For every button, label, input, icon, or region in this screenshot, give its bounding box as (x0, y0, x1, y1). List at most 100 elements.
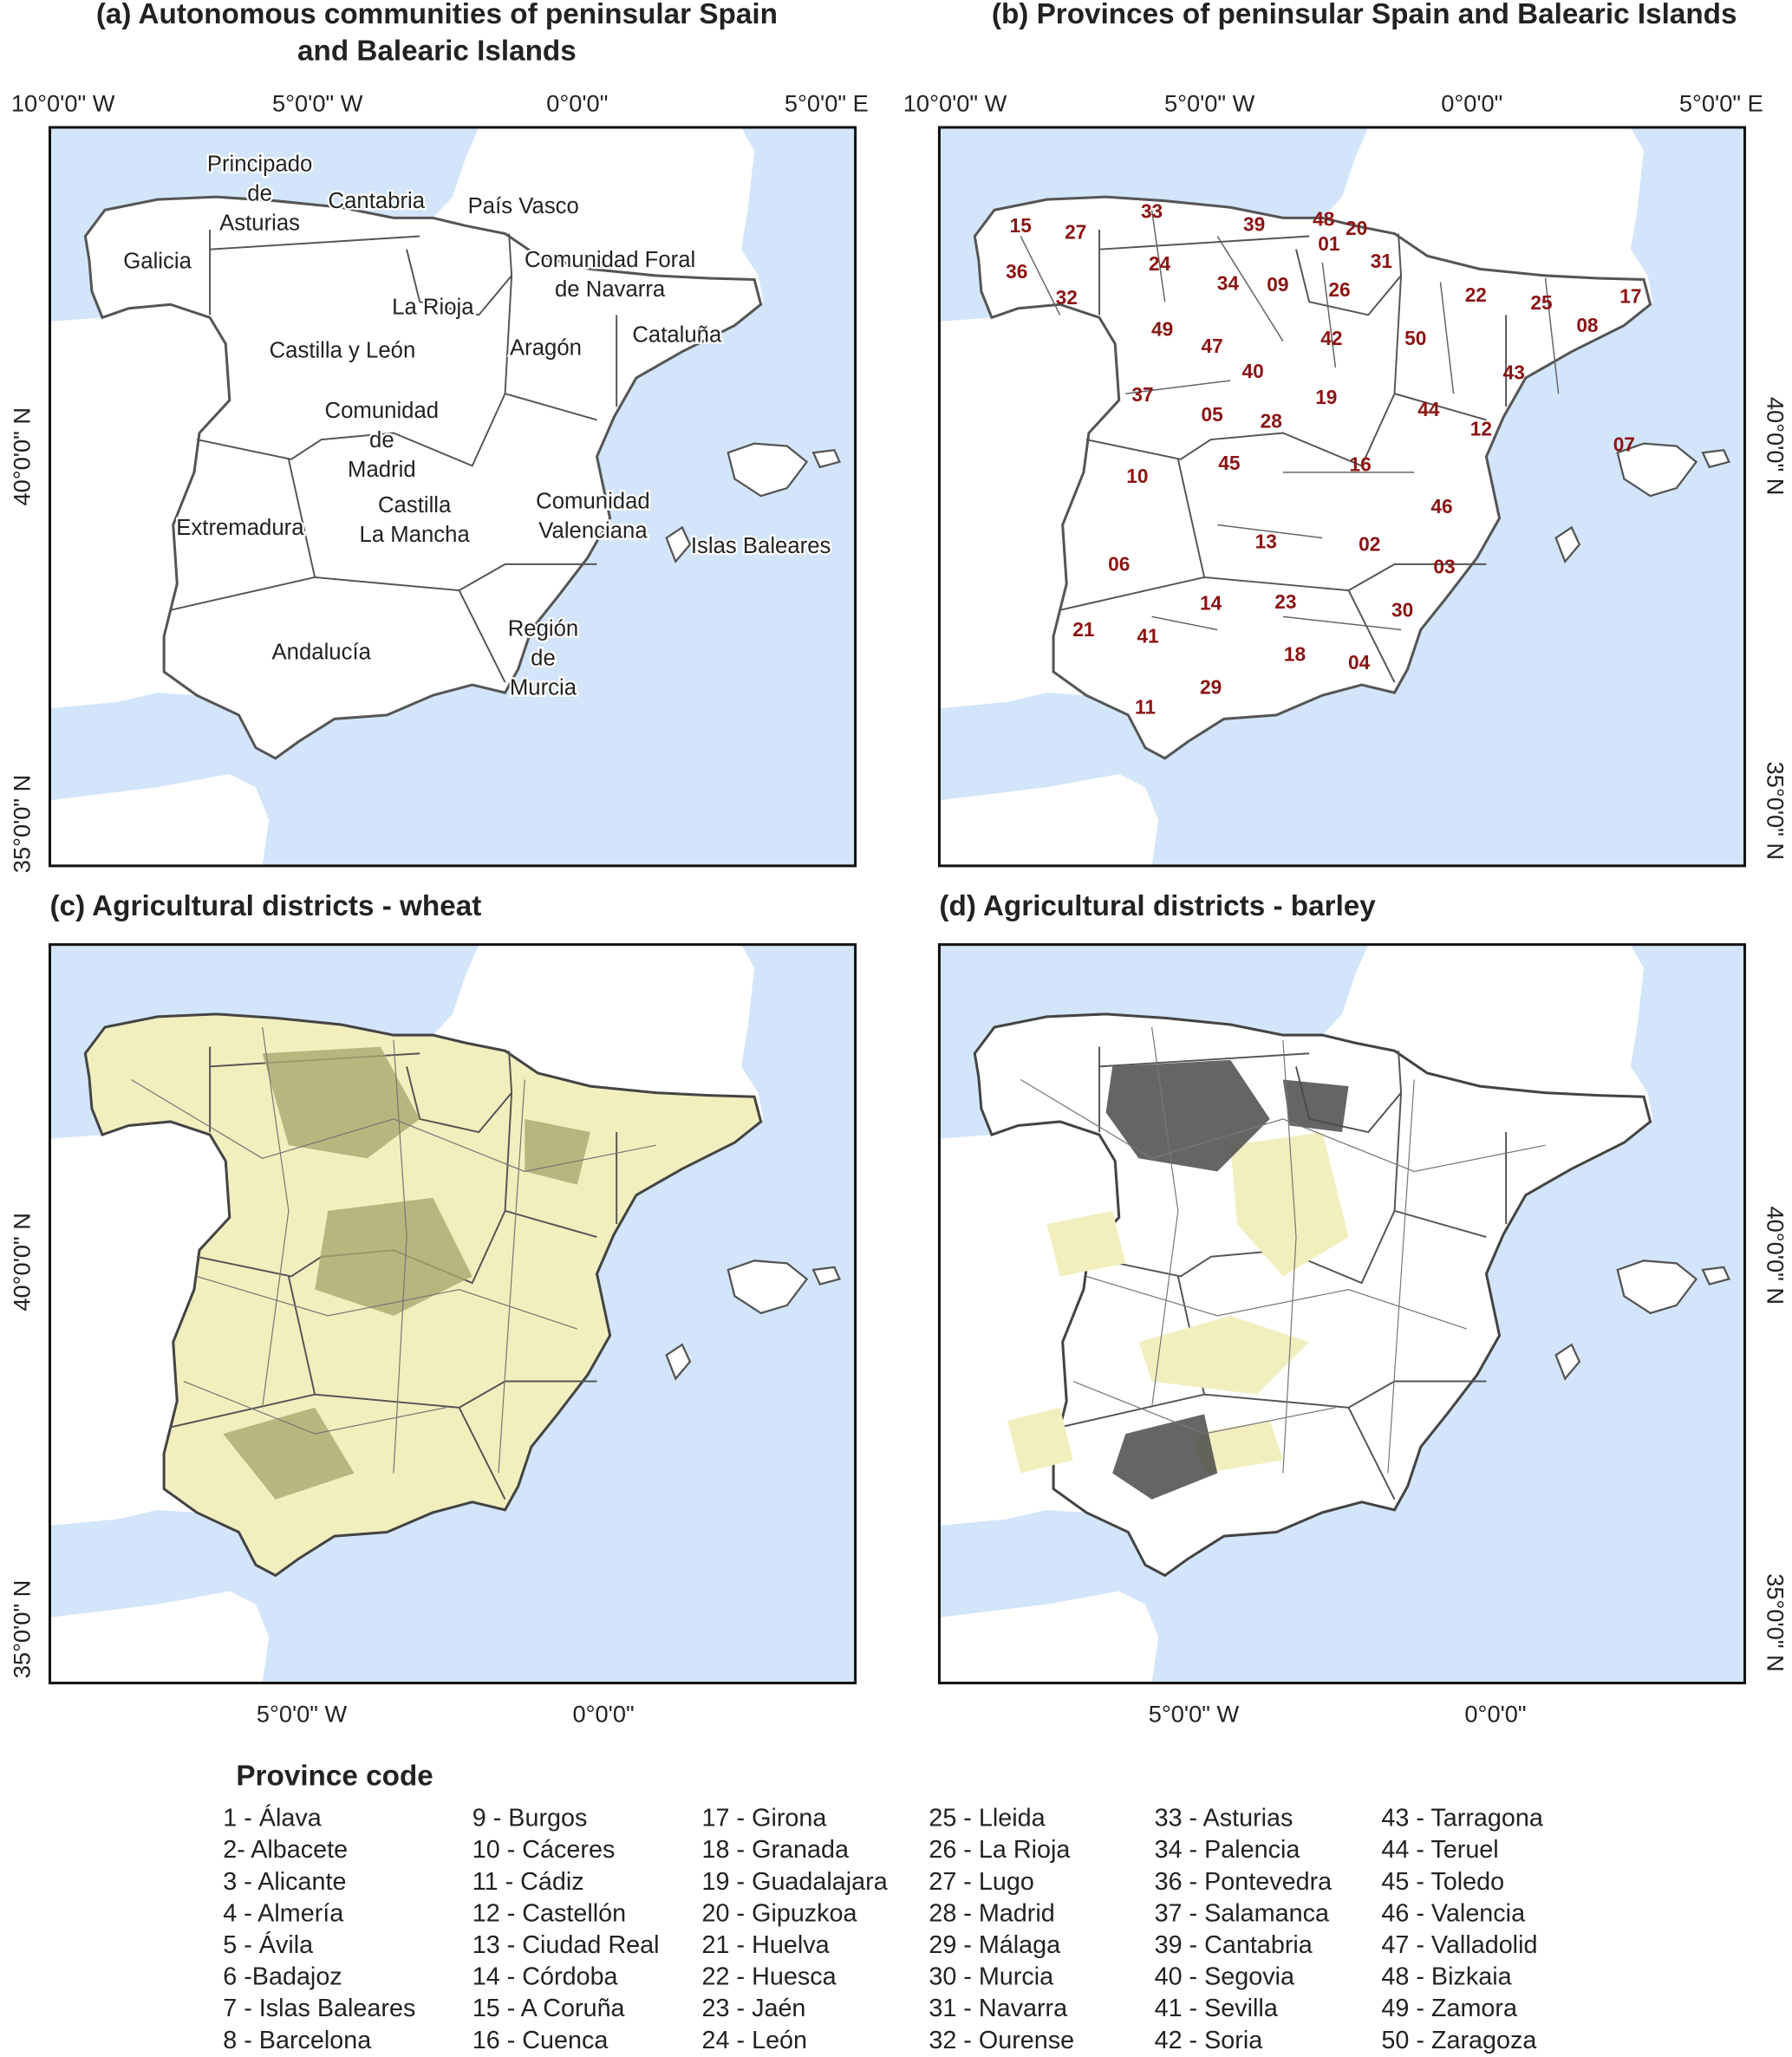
region-label: de Navarra (555, 277, 666, 302)
longitude-label: 5°0'0" W (1164, 89, 1255, 116)
legend-entry: 27 - Lugo (929, 1868, 1034, 1896)
province-code: 22 (1465, 283, 1487, 306)
province-code: 10 (1126, 465, 1148, 487)
legend-entry: 49 - Zamora (1381, 1995, 1517, 2022)
longitude-label: 10°0'0" W (11, 89, 115, 116)
legend-entry: 24 - León (702, 2027, 807, 2054)
province-code: 06 (1108, 552, 1130, 575)
panel-c-map (50, 945, 856, 1683)
longitude-label: 5°0'0" E (785, 89, 869, 116)
latitude-label: 40°0'0" N (8, 407, 35, 506)
legend-entry: 20 - Gipuzkoa (702, 1899, 857, 1927)
legend-entry: 9 - Burgos (472, 1805, 588, 1832)
region-label: La Rioja (392, 296, 474, 320)
province-code: 09 (1267, 273, 1288, 296)
province-code: 32 (1056, 286, 1078, 309)
region-label: Región (508, 616, 579, 641)
province-code: 25 (1530, 291, 1552, 314)
legend-entry: 4 - Almería (223, 1899, 343, 1927)
panel-a-map (50, 127, 856, 866)
legend-entry: 34 - Palencia (1155, 1836, 1300, 1864)
region-label: Murcia (510, 675, 577, 700)
legend-entry: 1 - Álava (223, 1804, 321, 1832)
legend-entry: 15 - A Coruña (472, 1995, 625, 2022)
province-code: 18 (1284, 643, 1306, 666)
province-code: 14 (1200, 592, 1222, 615)
legend-entry: 37 - Salamanca (1155, 1899, 1329, 1927)
region-label: Comunidad Foral (525, 248, 695, 272)
province-code: 37 (1131, 383, 1153, 406)
panel-title: (a) Autonomous communities of peninsular… (96, 0, 778, 30)
province-code: 26 (1328, 278, 1350, 301)
region-label: La Mancha (360, 523, 471, 547)
legend-entry: 25 - Lleida (929, 1805, 1045, 1832)
legend-entry: 19 - Guadalajara (702, 1868, 888, 1896)
province-code: 01 (1318, 232, 1339, 255)
province-code: 19 (1315, 386, 1337, 408)
province-code: 40 (1241, 360, 1263, 382)
legend-entry: 39 - Cantabria (1155, 1931, 1313, 1959)
province-code: 43 (1503, 361, 1525, 383)
legend-entry: 48 - Bizkaia (1381, 1963, 1511, 1991)
legend-entry: 36 - Pontevedra (1155, 1868, 1333, 1896)
province-code: 47 (1202, 335, 1223, 357)
legend-entry: 14 - Córdoba (472, 1963, 618, 1991)
legend-entry: 50 - Zaragoza (1381, 2027, 1536, 2054)
panel-title: (d) Agricultural districts - barley (939, 890, 1376, 922)
legend-title: Province code (236, 1760, 433, 1792)
legend-entry: 32 - Ourense (929, 2027, 1074, 2054)
province-code: 48 (1313, 207, 1334, 230)
province-code: 21 (1072, 618, 1094, 641)
legend-entry: 43 - Tarragona (1381, 1805, 1542, 1832)
panel-title: (b) Provinces of peninsular Spain and Ba… (992, 0, 1737, 30)
panel-b-map (939, 127, 1744, 866)
province-code: 41 (1137, 625, 1158, 648)
legend-entry: 16 - Cuenca (472, 2027, 609, 2054)
legend-entry: 11 - Cádiz (472, 1868, 584, 1896)
legend-entry: 31 - Navarra (929, 1995, 1067, 2022)
region-label: Islas Baleares (691, 534, 831, 558)
region-label: Aragón (510, 335, 582, 360)
province-code: 34 (1217, 272, 1240, 295)
region-label: Asturias (219, 212, 300, 236)
legend-entry: 46 - Valencia (1381, 1899, 1525, 1927)
latitude-label: 35°0'0" N (1763, 1573, 1789, 1672)
region-label: Extremadura (176, 516, 304, 540)
longitude-label: 10°0'0" W (903, 89, 1007, 116)
province-code: 49 (1151, 317, 1173, 340)
legend-entry: 23 - Jaén (702, 1995, 806, 2022)
longitude-label: 5°0'0" W (1149, 1701, 1240, 1728)
legend-entry: 7 - Islas Baleares (223, 1995, 415, 2022)
region-label: Cantabria (329, 189, 426, 213)
legend-entry: 6 -Badajoz (223, 1963, 342, 1991)
province-code: 24 (1149, 252, 1171, 275)
region-label: País Vasco (468, 194, 579, 218)
legend-entry: 12 - Castellón (472, 1899, 626, 1927)
province-code: 08 (1576, 314, 1598, 336)
legend-entry: 30 - Murcia (929, 1963, 1053, 1991)
longitude-label: 0°0'0" (1441, 89, 1502, 116)
province-code: 39 (1243, 212, 1265, 235)
longitude-label: 5°0'0" W (257, 1701, 348, 1728)
province-code: 36 (1006, 260, 1027, 283)
province-code: 44 (1417, 398, 1440, 420)
latitude-label: 35°0'0" N (8, 775, 35, 874)
province-code: 15 (1010, 214, 1032, 237)
province-code: 30 (1391, 598, 1413, 621)
legend-entry: 41 - Sevilla (1155, 1995, 1278, 2022)
longitude-label: 5°0'0" E (1679, 89, 1763, 116)
legend-entry: 18 - Granada (702, 1836, 849, 1864)
province-code: 02 (1359, 533, 1380, 556)
region-label: Castilla y León (270, 338, 416, 362)
province-code: 12 (1470, 417, 1492, 439)
province-code: 46 (1430, 495, 1452, 518)
region-label: Comunidad (536, 490, 650, 514)
region-label: Madrid (348, 458, 416, 482)
province-code: 27 (1065, 221, 1086, 244)
legend-entry: 45 - Toledo (1381, 1868, 1504, 1896)
latitude-label: 40°0'0" N (1763, 397, 1789, 496)
legend-entry: 17 - Girona (702, 1805, 827, 1832)
province-code: 42 (1320, 327, 1342, 349)
